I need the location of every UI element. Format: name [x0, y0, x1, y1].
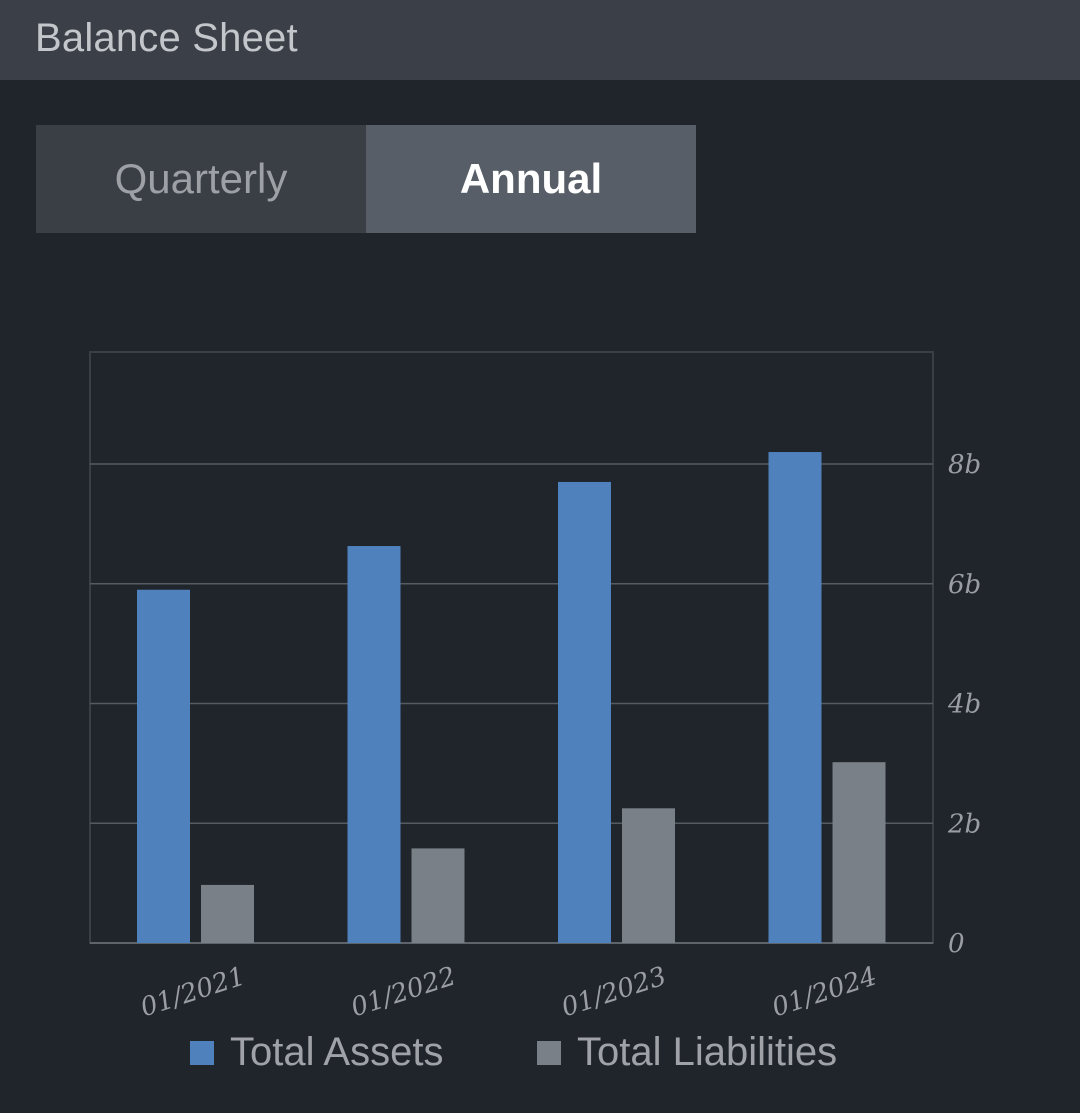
quarterly-tab[interactable]: Quarterly: [36, 125, 366, 233]
liabilities-bar: [411, 848, 465, 943]
x-tick-label: 01/2021: [137, 961, 249, 1023]
balance-sheet-chart: 0 2b 4b 6b 8b 01/2021 01/2022 01/2023 01/2024: [89, 351, 981, 1023]
x-tick-label: 01/2022: [348, 961, 460, 1023]
x-tick-label: 01/2024: [769, 961, 881, 1023]
assets-bar: [137, 589, 190, 943]
legend-item-liabilities: Total Liabilities: [537, 1030, 837, 1075]
period-toggle: Quarterly Annual: [36, 125, 696, 233]
chart-legend: Total Assets Total Liabilities: [0, 1030, 1080, 1080]
legend-item-assets: Total Assets: [190, 1030, 443, 1075]
header-bar: Balance Sheet: [0, 0, 1080, 80]
y-tick-label: 4b: [947, 690, 981, 720]
liabilities-bar: [201, 884, 254, 943]
liabilities-bar: [832, 762, 886, 943]
y-tick-label: 8b: [948, 450, 981, 480]
y-tick-label: 0: [948, 929, 965, 959]
y-tick-label: 2b: [947, 809, 981, 839]
assets-bar: [347, 546, 401, 943]
annual-tab[interactable]: Annual: [366, 125, 696, 233]
page-title: Balance Sheet: [35, 16, 298, 60]
liabilities-bar: [622, 808, 675, 943]
legend-label-assets: Total Assets: [230, 1030, 444, 1074]
x-tick-label: 01/2023: [558, 961, 670, 1023]
legend-swatch-liabilities: [537, 1040, 561, 1065]
legend-label-liabilities: Total Liabilities: [577, 1030, 838, 1074]
assets-bar: [558, 481, 611, 943]
assets-bar: [768, 452, 822, 943]
y-tick-label: 6b: [948, 570, 981, 600]
legend-swatch-assets: [190, 1040, 214, 1065]
